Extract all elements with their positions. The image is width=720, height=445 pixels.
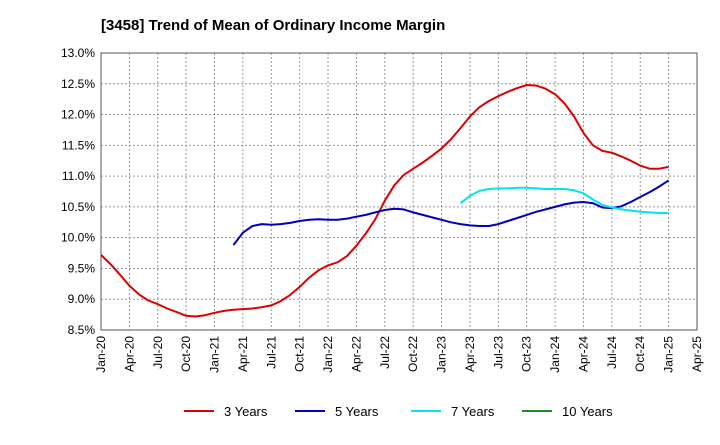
x-tick-label: Jul-21 bbox=[264, 336, 278, 369]
x-tick-label: Oct-23 bbox=[520, 336, 534, 372]
grid bbox=[100, 52, 698, 331]
x-tick-label: Apr-23 bbox=[463, 336, 477, 372]
x-tick-label: Jul-24 bbox=[605, 336, 619, 369]
x-tick-label: Jul-20 bbox=[151, 336, 165, 369]
y-tick-label: 12.0% bbox=[61, 108, 95, 122]
y-tick-label: 9.5% bbox=[68, 261, 96, 275]
legend: 3 Years 5 Years 7 Years 10 Years bbox=[184, 404, 613, 419]
legend-label: 10 Years bbox=[562, 404, 613, 419]
y-tick-label: 12.5% bbox=[61, 77, 95, 91]
x-tick-label: Oct-21 bbox=[293, 336, 307, 372]
chart-title: [3458] Trend of Mean of Ordinary Income … bbox=[101, 17, 445, 34]
y-tick-label: 11.5% bbox=[62, 138, 95, 152]
x-tick-label: Jul-23 bbox=[491, 336, 505, 369]
y-tick-label: 8.5% bbox=[68, 323, 96, 337]
x-tick-label: Apr-25 bbox=[690, 336, 704, 372]
legend-label: 7 Years bbox=[451, 404, 495, 419]
series-line-3-years bbox=[100, 84, 669, 318]
y-tick-label: 10.5% bbox=[61, 200, 95, 214]
y-axis: 8.5% 9.0% 9.5% 10.0% 10.5% 11.0% 11.5% 12.0% 12.… bbox=[61, 46, 95, 337]
series-line-7-years bbox=[459, 186, 669, 214]
series bbox=[100, 84, 670, 318]
x-tick-label: Apr-21 bbox=[236, 336, 250, 372]
x-tick-label: Jan-22 bbox=[321, 336, 335, 373]
x-tick-label: Apr-24 bbox=[576, 336, 590, 372]
x-tick-label: Jan-25 bbox=[662, 336, 676, 373]
x-tick-label: Oct-20 bbox=[179, 336, 193, 372]
x-tick-label: Apr-20 bbox=[122, 336, 136, 372]
x-tick-label: Jan-20 bbox=[94, 336, 108, 373]
x-tick-label: Apr-22 bbox=[349, 336, 363, 372]
legend-label: 5 Years bbox=[335, 404, 379, 419]
x-tick-label: Jan-21 bbox=[208, 336, 222, 373]
x-tick-label: Oct-24 bbox=[633, 336, 647, 372]
legend-label: 3 Years bbox=[224, 404, 268, 419]
y-tick-label: 10.0% bbox=[61, 231, 95, 245]
y-tick-label: 13.0% bbox=[61, 46, 95, 60]
x-tick-label: Jan-23 bbox=[435, 336, 449, 373]
y-tick-label: 9.0% bbox=[68, 292, 96, 306]
series-line-5-years bbox=[232, 179, 670, 246]
x-tick-label: Oct-22 bbox=[406, 336, 420, 372]
x-axis: Jan-20 Apr-20 Jul-20 Oct-20 Jan-21 Apr-21 Jul-… bbox=[94, 336, 704, 373]
y-tick-label: 11.0% bbox=[62, 169, 95, 183]
x-tick-label: Jan-24 bbox=[548, 336, 562, 373]
plot-frame bbox=[100, 52, 698, 331]
x-tick-label: Jul-22 bbox=[378, 336, 392, 369]
